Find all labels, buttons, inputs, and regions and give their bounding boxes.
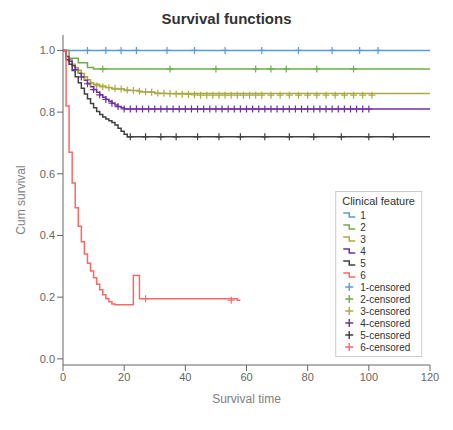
html-text:3-censored: 3-censored [360, 305, 411, 317]
html-text:6: 6 [360, 269, 366, 281]
html-text:Survival functions: Survival functions [161, 10, 292, 27]
html-text:6-censored: 6-censored [360, 341, 411, 353]
svg-text:100: 100 [360, 371, 378, 383]
svg-text:0.0: 0.0 [40, 353, 55, 365]
html-text:1: 1 [360, 209, 366, 221]
html-text:5: 5 [360, 257, 366, 269]
html-text:4-censored: 4-censored [360, 317, 411, 329]
svg-text:120: 120 [421, 371, 439, 383]
svg-text:Cum survival: Cum survival [14, 165, 28, 234]
html-text:3: 3 [360, 233, 366, 245]
svg-text:20: 20 [118, 371, 130, 383]
svg-text:1.0: 1.0 [40, 44, 55, 56]
svg-text:0: 0 [60, 371, 66, 383]
svg-text:0.2: 0.2 [40, 291, 55, 303]
svg-text:Survival time: Survival time [212, 392, 281, 406]
svg-text:0.4: 0.4 [40, 229, 55, 241]
html-text:2: 2 [360, 221, 366, 233]
svg-text:40: 40 [179, 371, 191, 383]
html-text:5-censored: 5-censored [360, 329, 411, 341]
html-text:Clinical feature: Clinical feature [342, 195, 415, 207]
html-text:4: 4 [360, 245, 366, 257]
svg-text:60: 60 [240, 371, 252, 383]
svg-text:80: 80 [302, 371, 314, 383]
html-text:2-censored: 2-censored [360, 293, 411, 305]
html-text:1-censored: 1-censored [360, 281, 411, 293]
svg-text:0.6: 0.6 [40, 168, 55, 180]
svg-text:0.8: 0.8 [40, 106, 55, 118]
